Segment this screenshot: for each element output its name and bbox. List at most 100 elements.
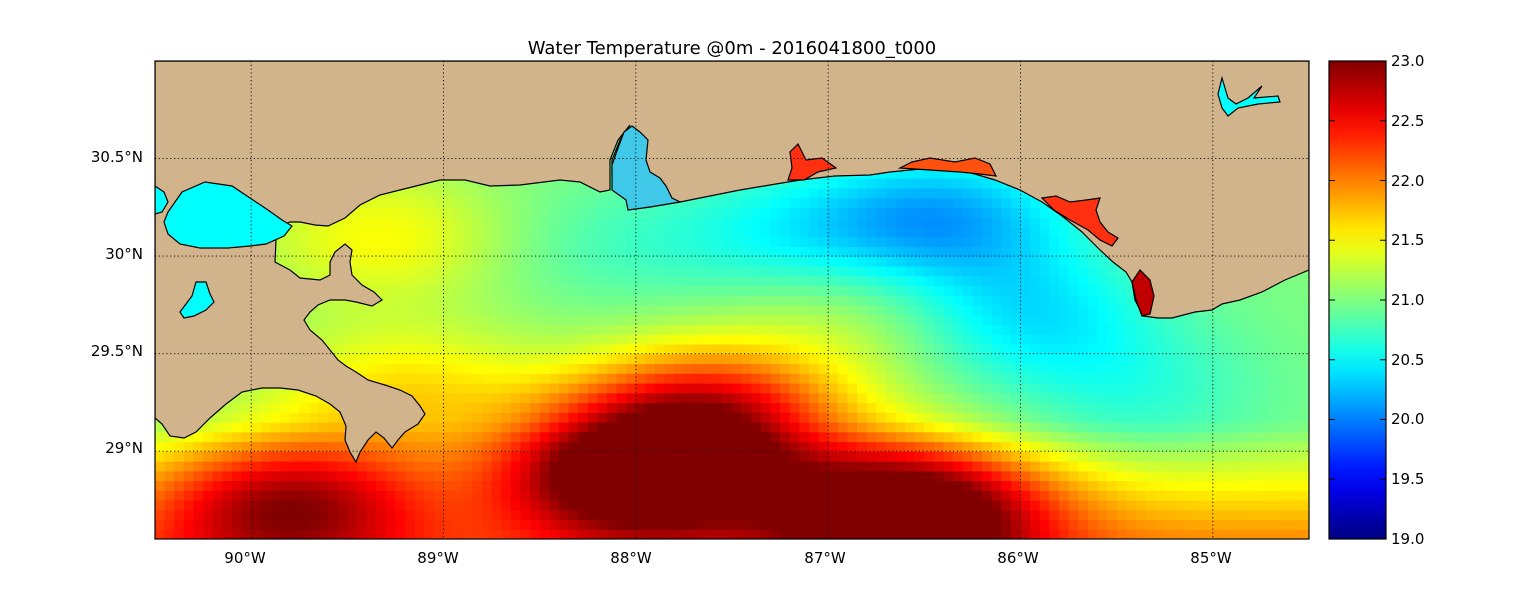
sst-cell xyxy=(578,402,589,413)
sst-cell xyxy=(578,412,589,423)
sst-cell xyxy=(462,470,473,482)
sst-cell xyxy=(318,265,329,277)
sst-cell xyxy=(597,265,608,277)
sst-cell xyxy=(520,363,531,374)
sst-cell xyxy=(722,470,733,482)
sst-cell xyxy=(299,402,310,413)
sst-cell xyxy=(683,500,695,511)
sst-cell xyxy=(520,421,531,433)
sst-cell xyxy=(183,480,194,491)
sst-cell xyxy=(1010,343,1022,355)
sst-cell xyxy=(770,256,781,267)
sst-cell xyxy=(943,412,954,423)
sst-cell xyxy=(635,304,646,316)
sst-cell xyxy=(472,304,483,316)
sst-cell xyxy=(943,226,954,238)
sst-cell xyxy=(607,314,618,325)
sst-cell xyxy=(568,256,579,267)
sst-cell xyxy=(866,275,877,286)
sst-cell xyxy=(414,431,425,443)
sst-cell xyxy=(789,314,800,325)
sst-cell xyxy=(1049,529,1060,539)
sst-cell xyxy=(703,265,714,277)
sst-cell xyxy=(837,373,848,384)
sst-cell xyxy=(433,256,445,267)
sst-cell xyxy=(732,412,743,423)
sst-cell xyxy=(1068,470,1079,482)
sst-cell xyxy=(953,509,964,521)
sst-cell xyxy=(520,490,531,501)
sst-cell xyxy=(241,509,252,521)
sst-cell xyxy=(914,382,925,394)
sst-cell xyxy=(693,451,704,462)
sst-cell xyxy=(683,265,695,277)
sst-cell xyxy=(1030,314,1041,325)
sst-cell xyxy=(645,324,656,335)
sst-cell xyxy=(635,392,646,404)
sst-cell xyxy=(1039,461,1050,472)
sst-cell xyxy=(828,490,839,501)
sst-cell xyxy=(1087,431,1098,443)
sst-cell xyxy=(953,197,964,208)
sst-cell xyxy=(385,373,396,384)
sst-cell xyxy=(183,490,194,501)
sst-cell xyxy=(818,451,829,462)
sst-cell xyxy=(366,324,377,335)
sst-cell xyxy=(808,392,820,404)
sst-cell xyxy=(203,529,214,539)
sst-cell xyxy=(683,451,695,462)
sst-cell xyxy=(799,392,810,404)
sst-cell xyxy=(674,334,685,345)
sst-cell xyxy=(770,236,781,247)
sst-cell xyxy=(808,275,820,286)
sst-cell xyxy=(472,295,483,306)
sst-cell xyxy=(751,470,762,482)
sst-cell xyxy=(818,402,829,413)
sst-cell xyxy=(433,285,445,296)
sst-cell xyxy=(626,226,637,238)
sst-cell xyxy=(866,461,877,472)
sst-cell xyxy=(1126,470,1137,482)
sst-cell xyxy=(876,519,887,530)
sst-cell xyxy=(722,197,733,208)
sst-cell xyxy=(568,265,579,277)
sst-cell xyxy=(607,343,618,355)
sst-cell xyxy=(1059,392,1070,404)
sst-cell xyxy=(751,304,762,316)
sst-cell xyxy=(683,226,695,238)
sst-cell xyxy=(857,197,868,208)
sst-cell xyxy=(760,490,771,501)
sst-cell xyxy=(568,353,579,365)
sst-cell xyxy=(808,382,820,394)
sst-cell xyxy=(385,314,396,325)
sst-cell xyxy=(433,197,445,208)
sst-cell xyxy=(347,265,358,277)
sst-cell xyxy=(683,353,695,365)
sst-cell xyxy=(337,226,348,238)
sst-cell xyxy=(482,490,493,501)
sst-cell xyxy=(895,519,906,530)
sst-cell xyxy=(385,480,396,491)
sst-cell xyxy=(597,295,608,306)
sst-cell xyxy=(703,197,714,208)
sst-cell xyxy=(818,529,829,539)
sst-cell xyxy=(626,217,637,228)
sst-cell xyxy=(837,509,848,521)
sst-cell xyxy=(443,256,454,267)
sst-cell xyxy=(847,178,858,189)
sst-cell xyxy=(539,412,550,423)
sst-cell xyxy=(1020,402,1031,413)
sst-cell xyxy=(818,226,829,238)
sst-cell xyxy=(847,363,858,374)
sst-cell xyxy=(722,304,733,316)
sst-cell xyxy=(328,343,339,355)
sst-cell xyxy=(607,529,618,539)
sst-cell xyxy=(626,500,637,511)
sst-cell xyxy=(405,441,416,452)
sst-cell xyxy=(616,256,627,267)
sst-cell xyxy=(895,178,906,189)
sst-cell xyxy=(876,217,887,228)
sst-cell xyxy=(1039,451,1050,462)
sst-cell xyxy=(1049,343,1060,355)
sst-cell xyxy=(616,500,627,511)
